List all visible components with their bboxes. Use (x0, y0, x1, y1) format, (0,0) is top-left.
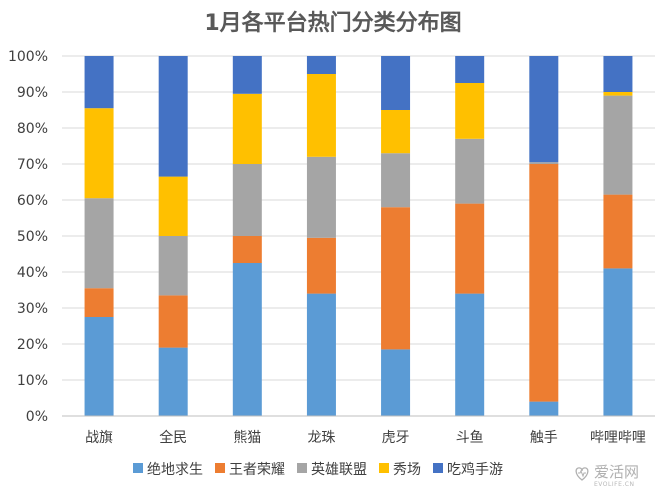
y-tick-label: 40% (17, 265, 48, 281)
bar-segment (306, 293, 336, 416)
heart-logo-icon (575, 467, 589, 481)
bar-segment (84, 317, 114, 416)
bar-segment (455, 83, 485, 139)
legend-swatch (433, 463, 443, 473)
bar-segment (603, 95, 633, 195)
bar-segment (232, 263, 262, 416)
x-axis-categories: 战旗 全民 熊猫 龙珠 虎牙 斗鱼 触手 哔哩哔哩 (85, 429, 646, 446)
x-category-label: 战旗 (85, 430, 113, 446)
bar-segment (603, 56, 633, 92)
bar-segment (381, 153, 411, 208)
watermark-text: 爱活网 (594, 463, 639, 481)
bar-segment (158, 176, 188, 236)
y-tick-label: 100% (8, 49, 48, 65)
bars (84, 56, 633, 416)
legend-label: 王者荣耀 (229, 462, 285, 478)
legend-swatch (379, 463, 389, 473)
bar-segment (84, 108, 114, 199)
bar-segment (158, 295, 188, 348)
bar-segment (84, 198, 114, 289)
y-tick-label: 30% (17, 301, 48, 317)
legend-label: 秀场 (393, 462, 421, 478)
bar-segment (455, 138, 485, 204)
y-tick-label: 10% (17, 373, 48, 389)
y-tick-label: 60% (17, 193, 48, 209)
bar-segment (232, 93, 262, 164)
y-axis-ticks: 0% 10% 20% 30% 40% 50% 60% 70% 80% 90% 100% (8, 49, 48, 425)
legend-label: 吃鸡手游 (447, 461, 503, 478)
x-category-label: 熊猫 (233, 430, 261, 446)
bar-segment (455, 293, 485, 416)
bar-segment (158, 56, 188, 177)
y-tick-label: 90% (17, 85, 48, 101)
legend-swatch (297, 463, 307, 473)
bar-segment (84, 288, 114, 317)
bar-segment (529, 162, 559, 164)
legend-label: 绝地求生 (147, 462, 203, 478)
y-tick-label: 50% (17, 229, 48, 245)
bar-segment (455, 56, 485, 83)
bar-segment (232, 56, 262, 94)
bar-segment (529, 56, 559, 163)
legend: 绝地求生 王者荣耀 英雄联盟 秀场 吃鸡手游 (133, 461, 503, 478)
watermark: 爱活网 EVOLIFE.CN (575, 463, 639, 488)
watermark-subtext: EVOLIFE.CN (594, 481, 634, 488)
bar-segment (603, 194, 633, 269)
x-category-label: 哔哩哔哩 (590, 430, 646, 446)
x-category-label: 龙珠 (307, 430, 335, 446)
bar-segment (455, 203, 485, 294)
y-tick-label: 20% (17, 337, 48, 353)
bar-segment (232, 164, 262, 236)
chart-title: 1月各平台热门分类分布图 (204, 10, 461, 36)
bar-segment (603, 268, 633, 416)
bar-segment (381, 207, 411, 350)
legend-swatch (215, 463, 225, 473)
y-tick-label: 0% (26, 409, 48, 425)
bar-segment (158, 347, 188, 416)
bar-segment (603, 92, 633, 96)
y-tick-label: 70% (17, 157, 48, 173)
bar-segment (306, 74, 336, 157)
bar-segment (381, 349, 411, 416)
bar-segment (306, 56, 336, 74)
y-tick-label: 80% (17, 121, 48, 137)
x-category-label: 触手 (530, 430, 558, 446)
bar-segment (529, 164, 559, 402)
bar-segment (84, 56, 114, 109)
grid-lines (62, 55, 655, 381)
legend-label: 英雄联盟 (311, 461, 367, 478)
x-category-label: 虎牙 (382, 430, 410, 446)
x-category-label: 斗鱼 (456, 429, 484, 446)
bar-segment (306, 237, 336, 294)
bar-segment (381, 56, 411, 110)
bar-segment (381, 110, 411, 154)
legend-swatch (133, 463, 143, 473)
x-category-label: 全民 (159, 429, 187, 446)
bar-segment (306, 156, 336, 238)
bar-segment (158, 236, 188, 296)
bar-segment (529, 401, 559, 416)
bar-segment (232, 236, 262, 263)
